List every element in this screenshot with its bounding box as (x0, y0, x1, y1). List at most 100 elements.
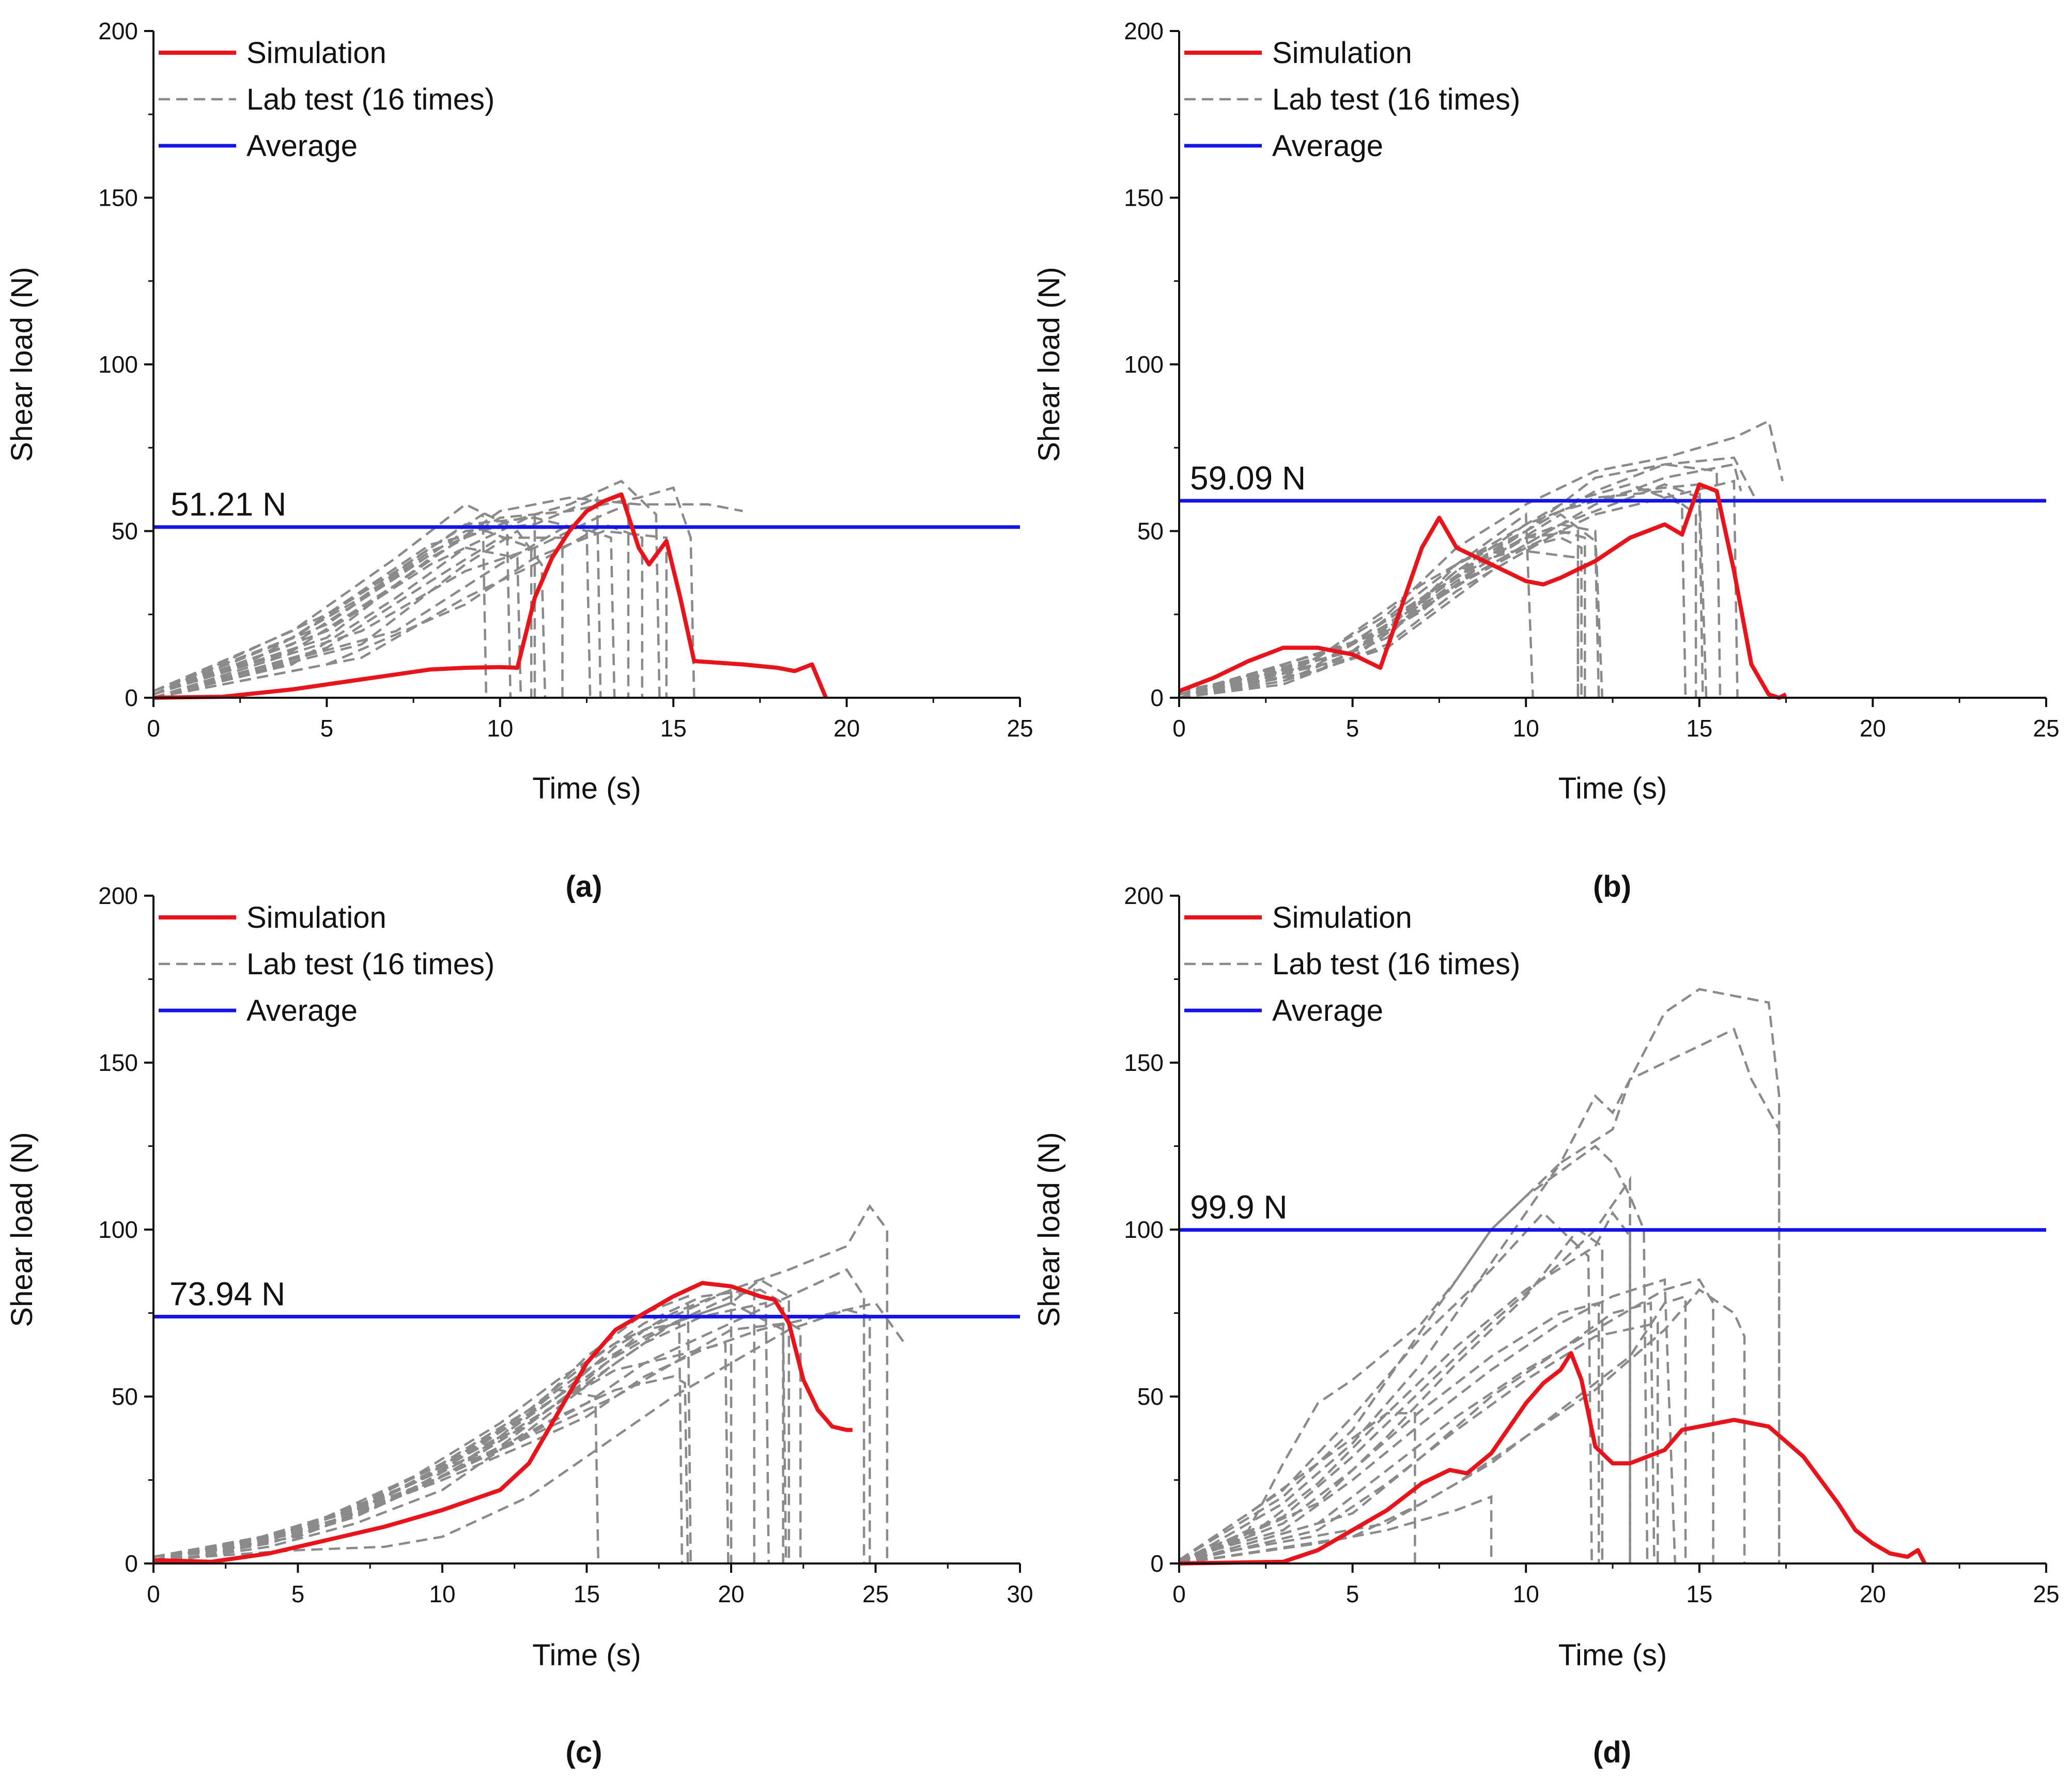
legend-label: Simulation (246, 36, 386, 70)
lab-test-line-8 (1179, 1175, 1631, 1563)
y-tick-label: 50 (1137, 518, 1164, 545)
x-tick-label: 15 (574, 1581, 600, 1607)
lab-test-line-1 (1178, 1412, 1416, 1563)
y-tick-label: 200 (1124, 18, 1164, 44)
lab-test-line-16 (153, 523, 616, 699)
lab-test-line-6 (153, 536, 564, 699)
y-tick-label: 100 (98, 1216, 138, 1243)
x-tick-label: 20 (1860, 715, 1886, 742)
lab-test-line-10 (153, 523, 644, 699)
legend: Simulation Lab test (16 times) Average (159, 36, 494, 163)
lab-test-line-9 (153, 486, 695, 698)
legend-label: Lab test (16 times) (246, 947, 494, 981)
y-axis-title: Shear load (N) (5, 267, 39, 462)
chart-panel-d: 99.9 N 0 50 100 150 200 0 5 10 15 20 25 Time (s) Shea… (1032, 882, 2060, 1769)
y-tick-label: 50 (112, 1383, 138, 1410)
simulation-line (1179, 1351, 1927, 1566)
legend-label: Simulation (246, 901, 386, 934)
y-tick-label: 100 (1124, 351, 1164, 378)
x-axis-title: Time (s) (532, 1638, 641, 1672)
y-tick-label: 200 (98, 18, 138, 44)
legend-label: Average (246, 129, 358, 163)
x-tick-label: 5 (1346, 1581, 1359, 1607)
average-value-label: 73.94 N (169, 1275, 285, 1312)
y-tick-label: 150 (1124, 1049, 1164, 1076)
y-tick-label: 0 (1150, 1550, 1164, 1577)
lab-test-line-7 (153, 496, 602, 698)
lab-test-line-11 (1179, 1288, 1746, 1563)
lab-test-line-10 (1179, 1295, 1687, 1565)
panel-label: (a) (566, 870, 602, 903)
legend-label: Average (1272, 994, 1383, 1027)
panel-label: (b) (1593, 870, 1631, 903)
lab-test-line-15 (1179, 549, 1580, 699)
y-tick-label: 50 (1137, 1383, 1164, 1410)
y-tick-label: 50 (112, 518, 138, 545)
x-tick-label: 0 (147, 1581, 160, 1607)
x-tick-label: 5 (291, 1581, 305, 1607)
average-value-label: 59.09 N (1190, 459, 1306, 497)
y-axis-title: Shear load (N) (5, 1132, 39, 1327)
lab-test-line-7 (1179, 530, 1586, 699)
x-tick-label: 30 (1007, 1581, 1033, 1607)
x-tick-label: 15 (1686, 1581, 1712, 1607)
chart-panel-a: 51.21 N 0 50 100 150 200 0 5 10 15 20 25 Time (s) She… (5, 18, 1033, 903)
legend-label: Average (246, 994, 358, 1027)
legend-label: Simulation (1272, 901, 1412, 934)
lab-test-line-8 (153, 502, 630, 699)
y-tick-label: 0 (125, 1550, 138, 1577)
lab-test-line-3 (153, 1322, 684, 1564)
y-tick-label: 200 (98, 882, 138, 909)
x-tick-label: 0 (1172, 1581, 1186, 1607)
y-axis-title: Shear load (N) (1032, 267, 1066, 462)
y-tick-label: 150 (1124, 185, 1164, 211)
x-tick-label: 20 (833, 715, 860, 742)
lab-test-line-12 (1179, 1495, 1493, 1565)
lab-test-line-7 (153, 1341, 730, 1564)
lab-test-line-13 (153, 1375, 689, 1564)
lab-test-line-4 (153, 546, 522, 699)
lab-test-line-7 (1179, 1322, 1659, 1565)
legend-label: Average (1272, 129, 1383, 163)
x-tick-label: 5 (1346, 715, 1359, 742)
lab-test-line-13 (1179, 1301, 1656, 1565)
legend-label: Lab test (16 times) (246, 83, 494, 116)
lab-test-line-14 (153, 529, 547, 699)
legend: Simulation Lab test (16 times) Average (159, 901, 494, 1027)
x-tick-label: 0 (147, 715, 160, 742)
panel-label: (c) (566, 1736, 602, 1769)
x-tick-label: 25 (2033, 1581, 2059, 1607)
y-tick-label: 100 (98, 351, 138, 378)
x-tick-label: 10 (1513, 715, 1539, 742)
simulation-line (153, 1281, 853, 1564)
x-tick-label: 25 (862, 1581, 889, 1607)
x-tick-label: 5 (320, 715, 334, 742)
x-tick-label: 25 (1007, 715, 1033, 742)
lab-test-line-8 (153, 1322, 802, 1563)
y-axis-title: Shear load (N) (1032, 1132, 1066, 1327)
x-tick-label: 20 (718, 1581, 744, 1607)
x-tick-label: 20 (1860, 1581, 1886, 1607)
lab-test-line-5 (153, 1278, 791, 1565)
x-tick-label: 10 (429, 1581, 455, 1607)
panel-label: (d) (1593, 1736, 1631, 1769)
simulation-line (1178, 482, 1787, 700)
chart-panel-c: 73.94 N 0 50 100 150 200 0 5 10 15 20 25 30 Time (s) S… (5, 882, 1033, 1769)
legend: Simulation Lab test (16 times) Average (1184, 901, 1520, 1027)
lab-test-line-14 (1179, 1278, 1677, 1564)
simulation-line (153, 492, 828, 700)
y-tick-label: 0 (1150, 684, 1164, 711)
x-tick-label: 0 (1172, 715, 1186, 742)
lab-test-line-16 (1178, 1211, 1593, 1564)
legend-label: Simulation (1272, 36, 1412, 70)
y-tick-label: 200 (1124, 882, 1164, 909)
x-axis-title: Time (s) (1558, 772, 1667, 805)
x-axis-title: Time (s) (532, 772, 641, 805)
lab-test-line-14 (1179, 483, 1708, 698)
x-tick-label: 15 (660, 715, 687, 742)
lab-test-line-15 (1179, 1228, 1604, 1565)
lab-test-line-15 (153, 1268, 865, 1563)
chart-panel-b: 59.09 N 0 50 100 150 200 0 5 10 15 20 25 Time (s) She… (1032, 18, 2060, 903)
lab-test-line-12 (153, 530, 668, 699)
